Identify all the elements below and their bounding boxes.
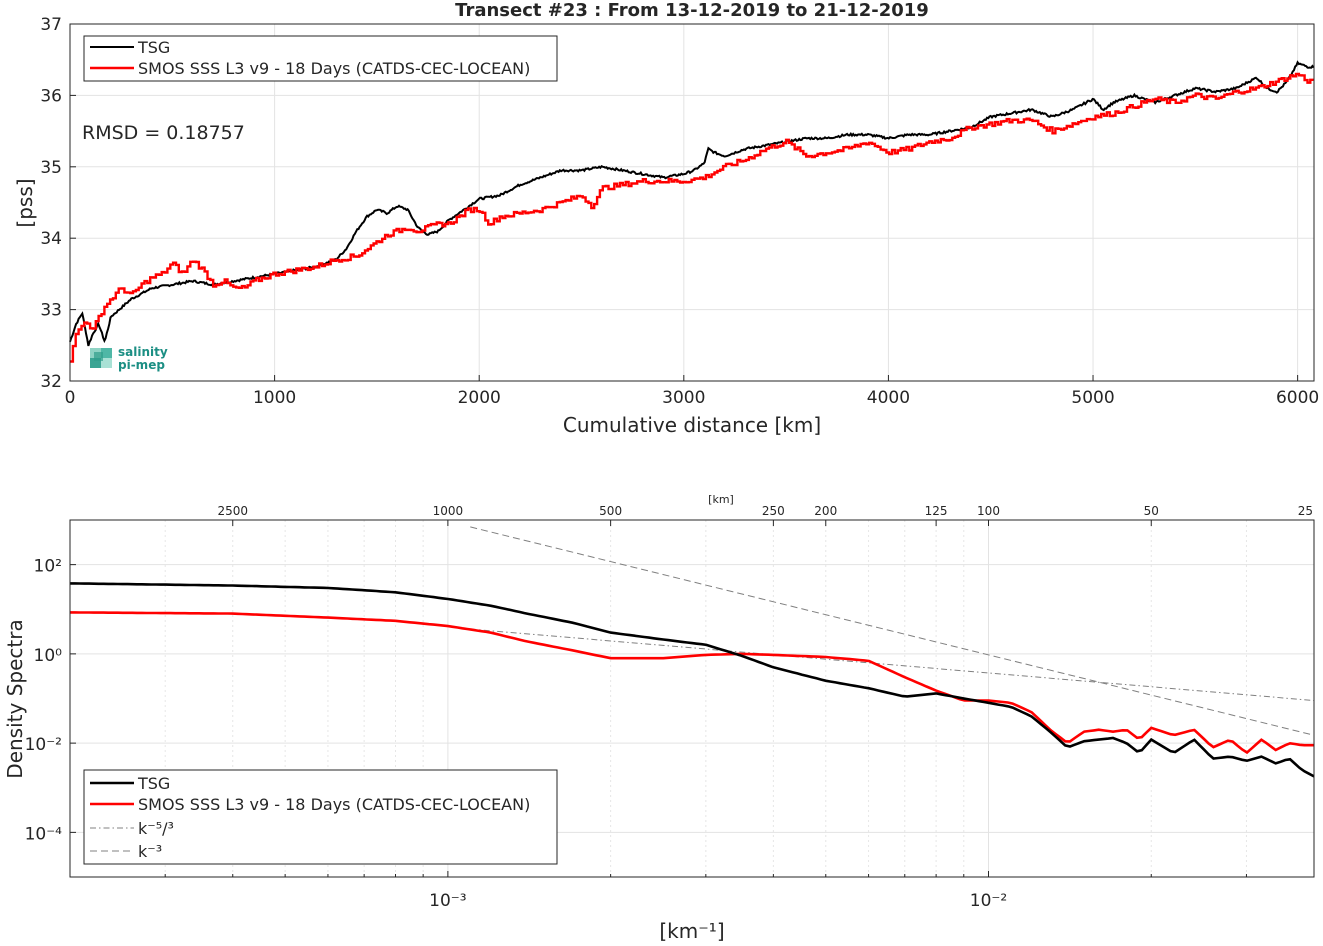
y-tick-label: 35 — [40, 158, 62, 178]
y-tick-label: 36 — [40, 86, 62, 106]
legend-tsg-label: TSG — [137, 38, 170, 57]
top-tick-label: 200 — [814, 504, 837, 518]
series-k-3 — [470, 526, 1315, 736]
y-tick-label: 10⁻⁴ — [25, 824, 63, 844]
top-tick-label: 125 — [925, 504, 948, 518]
logo-text-salinity: salinity — [118, 345, 168, 359]
y-tick-label: 10² — [34, 557, 62, 577]
top-tick-label: 50 — [1144, 504, 1159, 518]
x-tick-label: 5000 — [1071, 388, 1114, 408]
y-tick-label: 33 — [40, 301, 62, 321]
spectra-panel: 10⁻³ 10⁻² 10⁻⁴ 10⁻² 10⁰ 10² 2500 1000 500 250 200 1… — [3, 493, 1315, 943]
top-tick-label: 2500 — [217, 504, 248, 518]
salinity-pimep-logo: salinity pi-mep — [90, 345, 168, 372]
legend2-tsg-label: TSG — [137, 774, 170, 793]
spectra-ylabel: Density Spectra — [3, 619, 27, 778]
x-tick-label: 1000 — [253, 388, 296, 408]
salinity-xlabel: Cumulative distance [km] — [563, 413, 821, 437]
salinity-legend: TSG SMOS SSS L3 v9 - 18 Days (CATDS-CEC-… — [83, 35, 558, 82]
top-tick-label: 1000 — [433, 504, 464, 518]
top-tick-label: 500 — [599, 504, 622, 518]
top-tick-label: 250 — [762, 504, 785, 518]
legend2-k3-label: k⁻³ — [138, 842, 162, 861]
series-smos — [70, 72, 1315, 363]
x-tick-label: 10⁻³ — [429, 891, 466, 911]
legend2-k53-label: k⁻⁵/³ — [138, 819, 174, 838]
legend-smos-label: SMOS SSS L3 v9 - 18 Days (CATDS-CEC-LOCE… — [138, 59, 530, 78]
x-tick-label: 4000 — [867, 388, 910, 408]
chart-title: Transect #23 : From 13-12-2019 to 21-12-… — [455, 0, 929, 21]
spectra-axes-box — [69, 519, 1315, 878]
series-tsg-spectrum — [70, 582, 1315, 778]
x-tick-label: 0 — [65, 388, 76, 408]
x-tick-label: 6000 — [1276, 388, 1319, 408]
logo-text-pimep: pi-mep — [118, 358, 165, 372]
x-tick-label: 10⁻² — [970, 891, 1007, 911]
y-tick-label: 10⁻² — [25, 735, 62, 755]
x-tick-label: 2000 — [458, 388, 501, 408]
spectra-legend: TSG SMOS SSS L3 v9 - 18 Days (CATDS-CEC-… — [83, 769, 558, 865]
x-tick-label: 3000 — [662, 388, 705, 408]
spectra-xlabel: [km⁻¹] — [659, 919, 724, 942]
y-tick-label: 34 — [40, 229, 62, 249]
top-tick-label: 25 — [1298, 504, 1313, 518]
legend2-smos-label: SMOS SSS L3 v9 - 18 Days (CATDS-CEC-LOCE… — [138, 795, 530, 814]
y-tick-label: 32 — [40, 372, 62, 392]
rmsd-annotation: RMSD = 0.18757 — [82, 122, 245, 144]
series-smos-spectrum — [70, 611, 1314, 755]
salinity-panel: Transect #23 : From 13-12-2019 to 21-12-… — [13, 0, 1319, 437]
series-tsg — [69, 60, 1315, 347]
salinity-axes-box — [69, 23, 1315, 382]
y-tick-label: 10⁰ — [34, 646, 63, 666]
series-k-5-3 — [470, 628, 1315, 702]
y-tick-label: 37 — [40, 15, 62, 35]
salinity-ylabel: [pss] — [13, 178, 37, 227]
spectra-top-axis-label: [km] — [708, 493, 734, 506]
top-tick-label: 100 — [977, 504, 1000, 518]
